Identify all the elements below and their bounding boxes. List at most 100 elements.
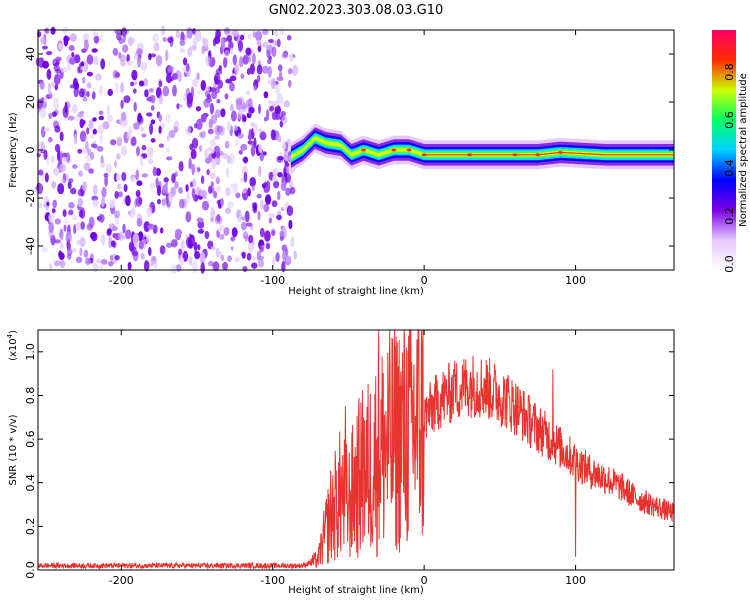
noise-blob (77, 197, 84, 208)
noise-blob (266, 49, 271, 59)
noise-blob (133, 122, 140, 130)
noise-blob (134, 80, 138, 85)
noise-blob (82, 97, 88, 102)
noise-blob (101, 186, 107, 198)
noise-blob (78, 170, 83, 177)
noise-blob (210, 207, 215, 219)
noise-blob (268, 213, 275, 218)
noise-blob (73, 133, 78, 145)
noise-blob (188, 157, 192, 169)
noise-blob (209, 172, 216, 180)
noise-blob (276, 93, 284, 105)
noise-blob (85, 154, 92, 162)
colorbar-strip (712, 30, 736, 270)
noise-blob (190, 148, 197, 160)
spectrogram-x-ticks: -200 -100 0 100 (109, 30, 586, 287)
noise-blob (227, 201, 234, 208)
colorbar-tick-label: 0.2 (723, 207, 736, 225)
noise-blob (126, 60, 133, 67)
noise-blob (122, 31, 126, 43)
noise-blob (198, 145, 203, 152)
noise-blob (98, 115, 105, 121)
noise-blob (39, 81, 45, 90)
noise-blob (121, 145, 127, 156)
noise-blob (235, 139, 239, 148)
noise-blob (98, 213, 105, 223)
noise-blob (211, 159, 216, 170)
noise-blob (231, 227, 238, 238)
noise-blob (158, 143, 164, 148)
noise-blob (158, 94, 164, 105)
noise-blob (289, 186, 296, 195)
noise-blob (182, 250, 189, 262)
noise-blob (45, 27, 50, 35)
noise-blob (66, 63, 72, 71)
noise-blob (263, 151, 267, 156)
noise-blob (214, 135, 221, 140)
noise-blob (116, 173, 121, 182)
noise-blob (85, 257, 91, 265)
noise-blob (224, 27, 230, 35)
noise-blob (199, 190, 207, 197)
noise-blob (191, 137, 199, 149)
noise-blob (243, 156, 249, 164)
noise-blob (51, 181, 57, 189)
noise-blob (52, 59, 57, 64)
noise-blob (59, 259, 66, 269)
noise-blob (258, 103, 261, 114)
noise-blob (207, 128, 214, 135)
snr-y-label: SNR (10 * v/v) (8, 414, 19, 485)
noise-blob (286, 138, 291, 144)
noise-blob (230, 103, 234, 112)
noise-blob (185, 236, 193, 248)
noise-blob (230, 246, 234, 251)
noise-blob (86, 91, 90, 98)
noise-blob (185, 184, 189, 192)
noise-blob (193, 241, 198, 251)
noise-blob (121, 172, 127, 182)
noise-blob (224, 49, 230, 57)
noise-blob (246, 252, 252, 261)
noise-blob (232, 54, 237, 66)
noise-blob (88, 168, 94, 174)
noise-blob (269, 105, 275, 112)
noise-blob (206, 169, 210, 176)
noise-blob (274, 83, 281, 96)
noise-blob (48, 136, 53, 143)
noise-blob (140, 126, 145, 132)
noise-blob (224, 93, 229, 100)
y-tick-label: 0.2 (24, 518, 37, 536)
noise-blob (91, 48, 98, 53)
signal-hotspot (467, 153, 473, 157)
noise-blob (240, 177, 245, 183)
noise-blob (162, 184, 168, 194)
noise-blob (244, 210, 250, 223)
noise-blob (276, 38, 281, 48)
y-tick-label: 0.8 (24, 387, 37, 405)
noise-blob (220, 198, 224, 207)
noise-blob (221, 39, 226, 51)
noise-blob (92, 144, 98, 149)
noise-blob (113, 160, 118, 168)
noise-blob (53, 73, 61, 85)
noise-blob (59, 150, 64, 160)
noise-blob (97, 124, 104, 135)
noise-blob (261, 183, 266, 189)
noise-blob (149, 123, 154, 135)
noise-blob (77, 111, 84, 118)
noise-blob (76, 240, 81, 246)
noise-blob (125, 229, 132, 240)
noise-blob (200, 130, 206, 139)
noise-blob (267, 58, 272, 65)
noise-blob (108, 236, 113, 249)
noise-blob (222, 261, 228, 271)
noise-blob (150, 119, 156, 125)
noise-blob (132, 88, 137, 94)
noise-blob (214, 75, 219, 85)
colorbar-tick-label: 0.6 (723, 111, 736, 129)
noise-blob (48, 113, 53, 119)
noise-blob (83, 162, 91, 171)
noise-blob (41, 126, 46, 138)
noise-blob (83, 135, 87, 141)
